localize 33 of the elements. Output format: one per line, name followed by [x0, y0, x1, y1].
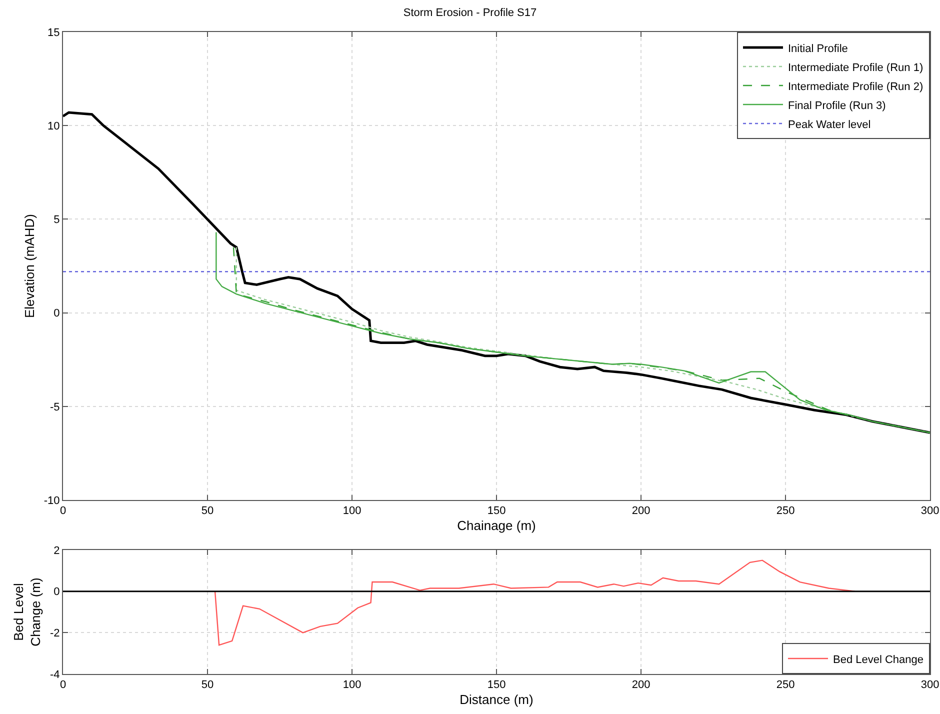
- x-tick-label: 200: [632, 505, 650, 518]
- x-axis-title: Distance (m): [460, 692, 534, 707]
- chart-title: Storm Erosion - Profile S17: [403, 6, 537, 19]
- x-tick-label: 150: [487, 679, 506, 692]
- legend-label: Peak Water level: [788, 118, 871, 131]
- y-tick-label: -5: [50, 401, 60, 414]
- x-tick-label: 100: [342, 679, 362, 692]
- legend-label: Final Profile (Run 3): [788, 100, 886, 112]
- x-axis-title: Chainage (m): [457, 518, 536, 533]
- y-tick-label: 0: [54, 586, 60, 598]
- y-tick-label: 15: [48, 26, 60, 39]
- x-tick-label: 250: [776, 505, 795, 518]
- y-tick-label: 5: [54, 214, 60, 226]
- x-tick-label: 50: [201, 505, 214, 518]
- legend-label: Intermediate Profile (Run 2): [788, 80, 924, 93]
- legend-label: Bed Level Change: [833, 654, 924, 666]
- y-axis-title: Bed Level Change (m): [11, 578, 43, 646]
- legend-label: Intermediate Profile (Run 1): [788, 62, 924, 74]
- y-tick-label: 2: [54, 544, 60, 557]
- x-tick-label: 200: [632, 679, 650, 692]
- y-tick-label: -10: [44, 494, 60, 507]
- x-tick-label: 250: [776, 679, 795, 692]
- y-tick-label: 10: [48, 120, 60, 132]
- y-axis-title: Elevation (mAHD): [22, 214, 37, 318]
- y-tick-label: 0: [54, 308, 60, 320]
- legend-label: Initial Profile: [788, 42, 848, 55]
- x-tick-label: 150: [487, 505, 506, 518]
- x-tick-label: 100: [342, 505, 362, 518]
- y-tick-label: -4: [50, 668, 60, 681]
- x-tick-label: 300: [920, 505, 940, 518]
- x-tick-label: 50: [201, 679, 214, 692]
- y-tick-label: -2: [50, 628, 60, 640]
- x-tick-label: 300: [920, 679, 940, 692]
